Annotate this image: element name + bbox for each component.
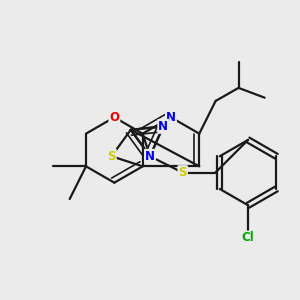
Text: N: N [166, 111, 176, 124]
Text: Cl: Cl [242, 232, 254, 244]
Text: S: S [107, 150, 116, 163]
Text: N: N [145, 150, 155, 163]
Text: S: S [178, 166, 187, 179]
Text: O: O [109, 111, 119, 124]
Text: N: N [158, 120, 168, 133]
